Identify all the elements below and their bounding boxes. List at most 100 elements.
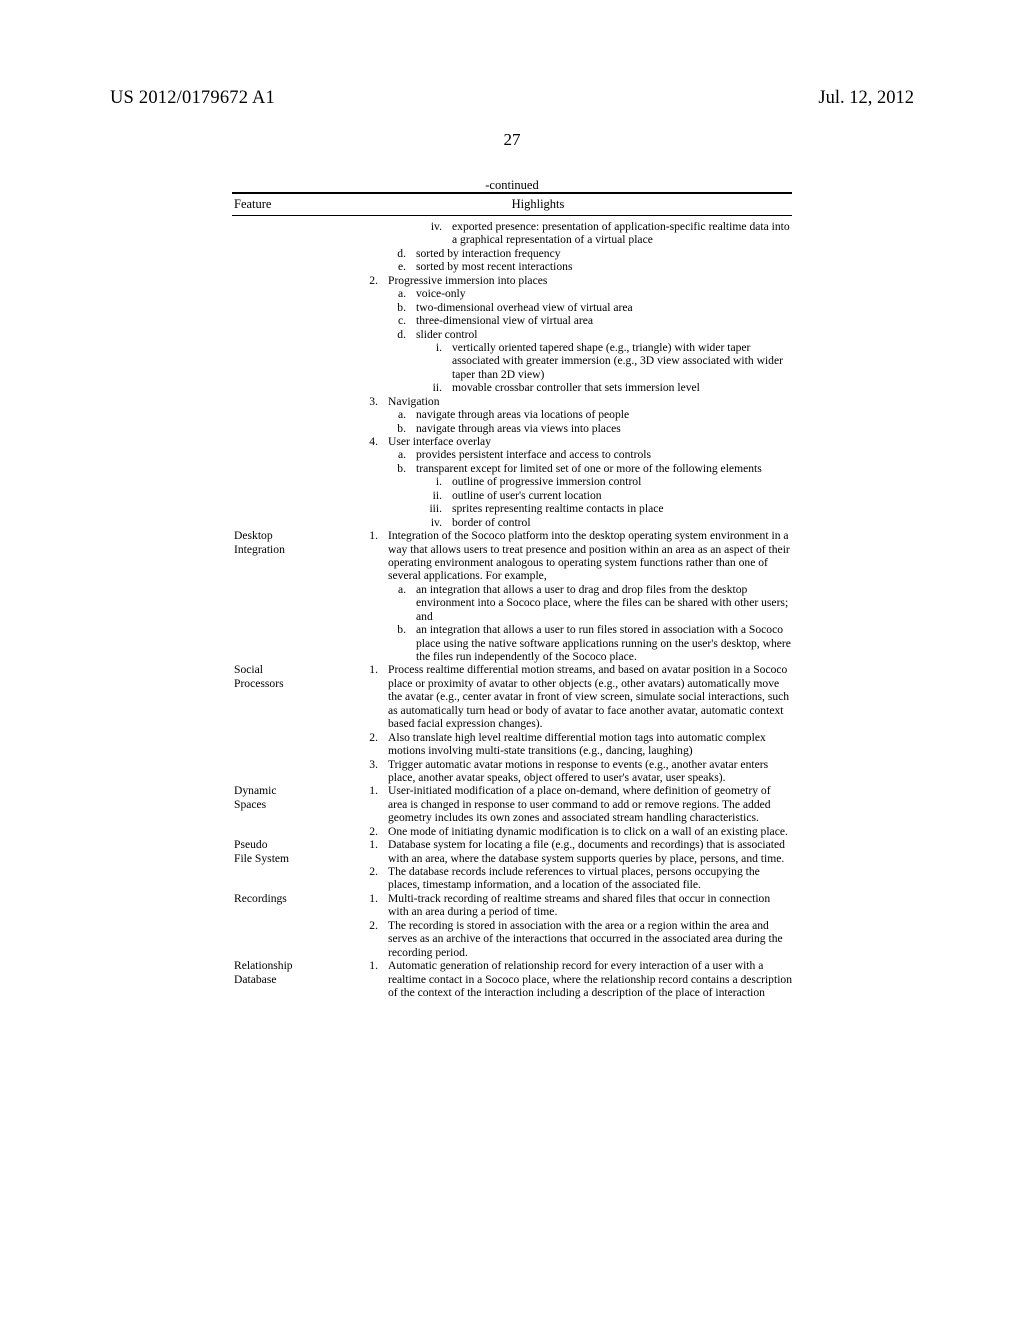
num-marker: 2. [348, 731, 378, 758]
list-text: The recording is stored in association w… [378, 919, 792, 959]
letter-marker: b. [388, 301, 406, 314]
letter-marker: b. [388, 462, 406, 475]
table-row: Dynamic Spaces 1.User-initiated modifica… [232, 784, 792, 838]
feature-label: Dynamic [234, 784, 344, 797]
patent-page: US 2012/0179672 A1 Jul. 12, 2012 27 -con… [0, 0, 1024, 1320]
feature-label: Pseudo [234, 838, 344, 851]
list-text: Navigation [378, 395, 792, 408]
continued-label: -continued [0, 178, 1024, 193]
table-header-row: Feature Highlights [232, 194, 792, 215]
roman-marker: ii. [418, 489, 442, 502]
table-row: Social Processors 1.Process realtime dif… [232, 663, 792, 784]
list-text: User-initiated modification of a place o… [378, 784, 792, 824]
list-text: Also translate high level realtime diffe… [378, 731, 792, 758]
list-text: transparent except for limited set of on… [406, 462, 792, 475]
roman-marker: iv. [418, 516, 442, 529]
list-text: outline of progressive immersion control [442, 475, 792, 488]
list-text: The database records include references … [378, 865, 792, 892]
highlights-cell: 1.Database system for locating a file (e… [348, 838, 792, 892]
list-text: sorted by interaction frequency [406, 247, 792, 260]
num-marker: 1. [348, 959, 378, 999]
letter-marker: a. [388, 583, 406, 623]
feature-label: Integration [234, 543, 344, 556]
feature-cell: Dynamic Spaces [232, 784, 348, 811]
feature-label: Relationship [234, 959, 344, 972]
feature-table: Feature Highlights iv.exported presence:… [232, 192, 792, 999]
list-text: three-dimensional view of virtual area [406, 314, 792, 327]
list-text: exported presence: presentation of appli… [442, 220, 792, 247]
num-marker: 1. [348, 784, 378, 824]
list-text: border of control [442, 516, 792, 529]
col-header-highlights: Highlights [344, 197, 792, 212]
num-marker: 2. [348, 919, 378, 959]
list-text: Multi-track recording of realtime stream… [378, 892, 792, 919]
feature-label: Recordings [234, 892, 344, 905]
publication-date: Jul. 12, 2012 [818, 88, 914, 109]
list-text: Automatic generation of relationship rec… [378, 959, 792, 999]
list-text: vertically oriented tapered shape (e.g.,… [442, 341, 792, 381]
highlights-cell: 1.Integration of the Sococo platform int… [348, 529, 792, 663]
list-text: an integration that allows a user to run… [406, 623, 792, 663]
list-text: two-dimensional overhead view of virtual… [406, 301, 792, 314]
feature-label: Social [234, 663, 344, 676]
table-row: Relationship Database 1.Automatic genera… [232, 959, 792, 999]
table-body: iv.exported presence: presentation of ap… [232, 216, 792, 999]
list-text: voice-only [406, 287, 792, 300]
letter-marker: a. [388, 287, 406, 300]
roman-marker: iii. [418, 502, 442, 515]
letter-marker: a. [388, 448, 406, 461]
list-text: Database system for locating a file (e.g… [378, 838, 792, 865]
feature-label: Processors [234, 677, 344, 690]
list-text: Process realtime differential motion str… [378, 663, 792, 730]
highlights-cell: iv.exported presence: presentation of ap… [348, 220, 792, 529]
num-marker: 2. [348, 865, 378, 892]
table-row: Desktop Integration 1.Integration of the… [232, 529, 792, 663]
roman-marker: i. [418, 341, 442, 381]
list-text: sprites representing realtime contacts i… [442, 502, 792, 515]
table-row: Pseudo File System 1.Database system for… [232, 838, 792, 892]
list-text: an integration that allows a user to dra… [406, 583, 792, 623]
feature-cell: Recordings [232, 892, 348, 905]
highlights-cell: 1.Automatic generation of relationship r… [348, 959, 792, 999]
feature-cell: Desktop Integration [232, 529, 348, 556]
feature-label: Database [234, 973, 344, 986]
num-marker: 1. [348, 838, 378, 865]
num-marker: 4. [348, 435, 378, 448]
roman-marker: i. [418, 475, 442, 488]
num-marker: 1. [348, 663, 378, 730]
list-text: Integration of the Sococo platform into … [378, 529, 792, 583]
num-marker: 3. [348, 758, 378, 785]
list-text: navigate through areas via views into pl… [406, 422, 792, 435]
list-text: navigate through areas via locations of … [406, 408, 792, 421]
letter-marker: d. [388, 247, 406, 260]
list-text: sorted by most recent interactions [406, 260, 792, 273]
list-text: Progressive immersion into places [378, 274, 792, 287]
roman-marker: ii. [418, 381, 442, 394]
num-marker: 2. [348, 274, 378, 287]
list-text: slider control [406, 328, 792, 341]
highlights-cell: 1.User-initiated modification of a place… [348, 784, 792, 838]
list-text: movable crossbar controller that sets im… [442, 381, 792, 394]
feature-label: Desktop [234, 529, 344, 542]
page-number: 27 [0, 130, 1024, 150]
col-header-feature: Feature [232, 197, 344, 212]
feature-cell: Pseudo File System [232, 838, 348, 865]
roman-marker: iv. [418, 220, 442, 247]
num-marker: 2. [348, 825, 378, 838]
highlights-cell: 1.Process realtime differential motion s… [348, 663, 792, 784]
num-marker: 1. [348, 892, 378, 919]
feature-label: File System [234, 852, 344, 865]
list-text: One mode of initiating dynamic modificat… [378, 825, 792, 838]
letter-marker: e. [388, 260, 406, 273]
feature-label: Spaces [234, 798, 344, 811]
publication-number: US 2012/0179672 A1 [110, 88, 275, 109]
letter-marker: c. [388, 314, 406, 327]
letter-marker: a. [388, 408, 406, 421]
feature-cell: Relationship Database [232, 959, 348, 986]
table-row: iv.exported presence: presentation of ap… [232, 220, 792, 529]
list-text: Trigger automatic avatar motions in resp… [378, 758, 792, 785]
table-row: Recordings 1.Multi-track recording of re… [232, 892, 792, 959]
feature-cell: Social Processors [232, 663, 348, 690]
num-marker: 1. [348, 529, 378, 583]
letter-marker: b. [388, 623, 406, 663]
